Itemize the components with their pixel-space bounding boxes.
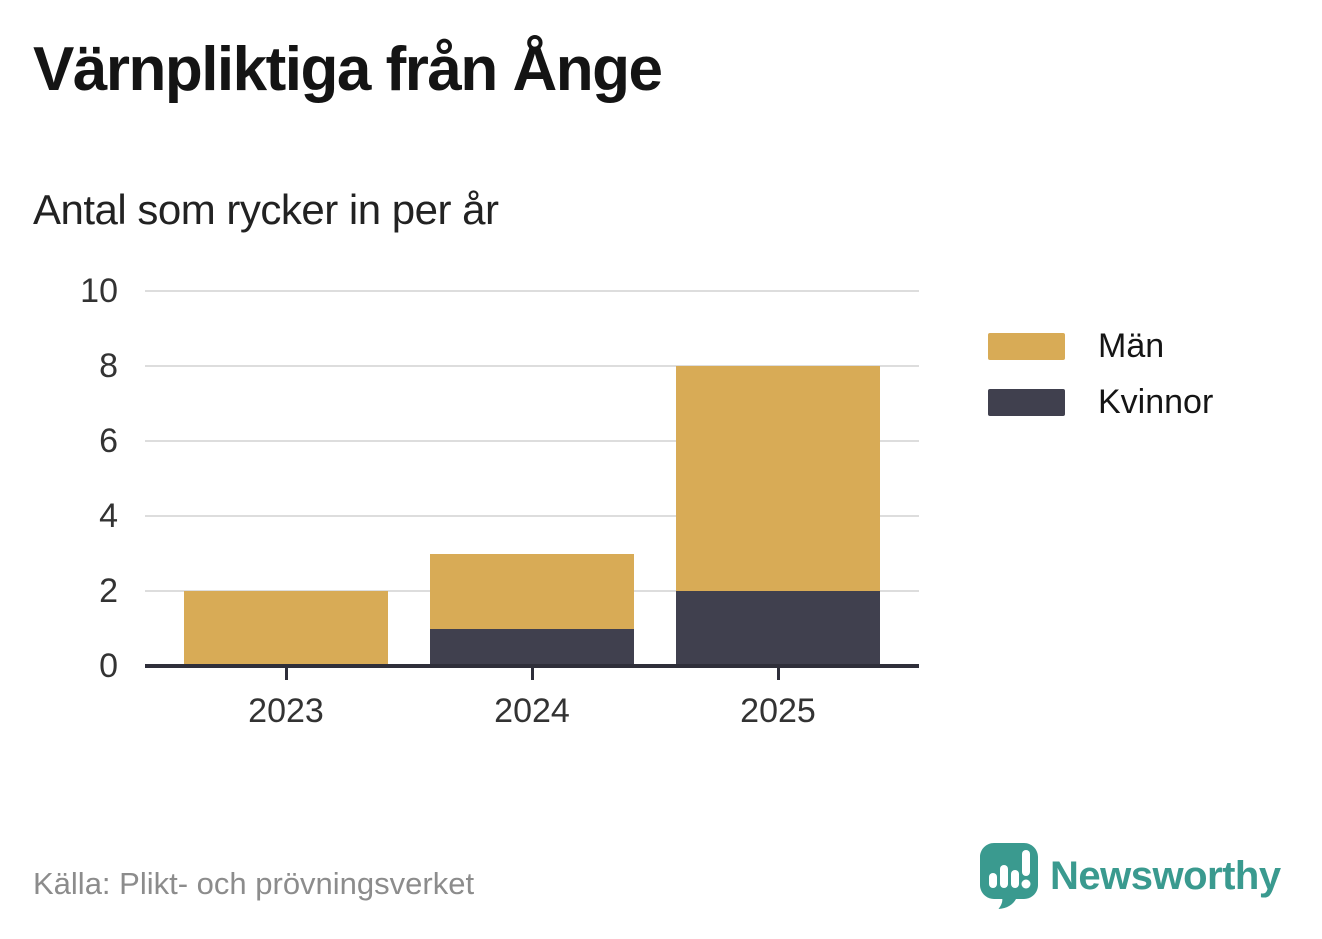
x-axis-tick-label: 2023 — [248, 692, 324, 730]
bar-segment-kvinnor-2025 — [676, 591, 880, 666]
y-axis-tick-label: 10 — [80, 272, 118, 310]
legend: Män Kvinnor — [988, 327, 1213, 445]
legend-label: Kvinnor — [1098, 383, 1214, 421]
x-axis-tick-label: 2025 — [740, 692, 816, 730]
x-axis-line — [145, 664, 919, 668]
source-text: Källa: Plikt- och prövningsverket — [33, 866, 475, 901]
x-axis-tick — [776, 668, 780, 680]
gridline — [145, 365, 919, 367]
chart-subtitle: Antal som rycker in per år — [33, 186, 499, 233]
brand: Newsworthy — [980, 843, 1281, 909]
gridline — [145, 515, 919, 517]
legend-swatch — [988, 333, 1065, 360]
y-axis-tick-label: 2 — [99, 572, 118, 610]
legend-item-kvinnor: Kvinnor — [988, 383, 1213, 421]
y-axis-tick-label: 8 — [99, 347, 118, 385]
legend-swatch — [988, 389, 1065, 416]
y-axis-tick-label: 4 — [99, 497, 118, 535]
newsworthy-logo-icon — [980, 843, 1038, 909]
bar-segment-män-2025 — [676, 366, 880, 591]
legend-label: Män — [1098, 327, 1165, 365]
x-axis-tick-label: 2024 — [494, 692, 570, 730]
x-axis-tick — [530, 668, 534, 680]
chart-title: Värnpliktiga från Ånge — [33, 35, 663, 104]
gridline — [145, 290, 919, 292]
y-axis-tick-label: 0 — [99, 647, 118, 685]
bar-segment-män-2023 — [184, 591, 388, 666]
gridline — [145, 440, 919, 442]
legend-item-män: Män — [988, 327, 1213, 365]
y-axis-tick-label: 6 — [99, 422, 118, 460]
bar-segment-kvinnor-2024 — [430, 628, 634, 666]
brand-name: Newsworthy — [1050, 853, 1281, 898]
bar-segment-män-2024 — [430, 553, 634, 629]
x-axis-tick — [284, 668, 288, 680]
